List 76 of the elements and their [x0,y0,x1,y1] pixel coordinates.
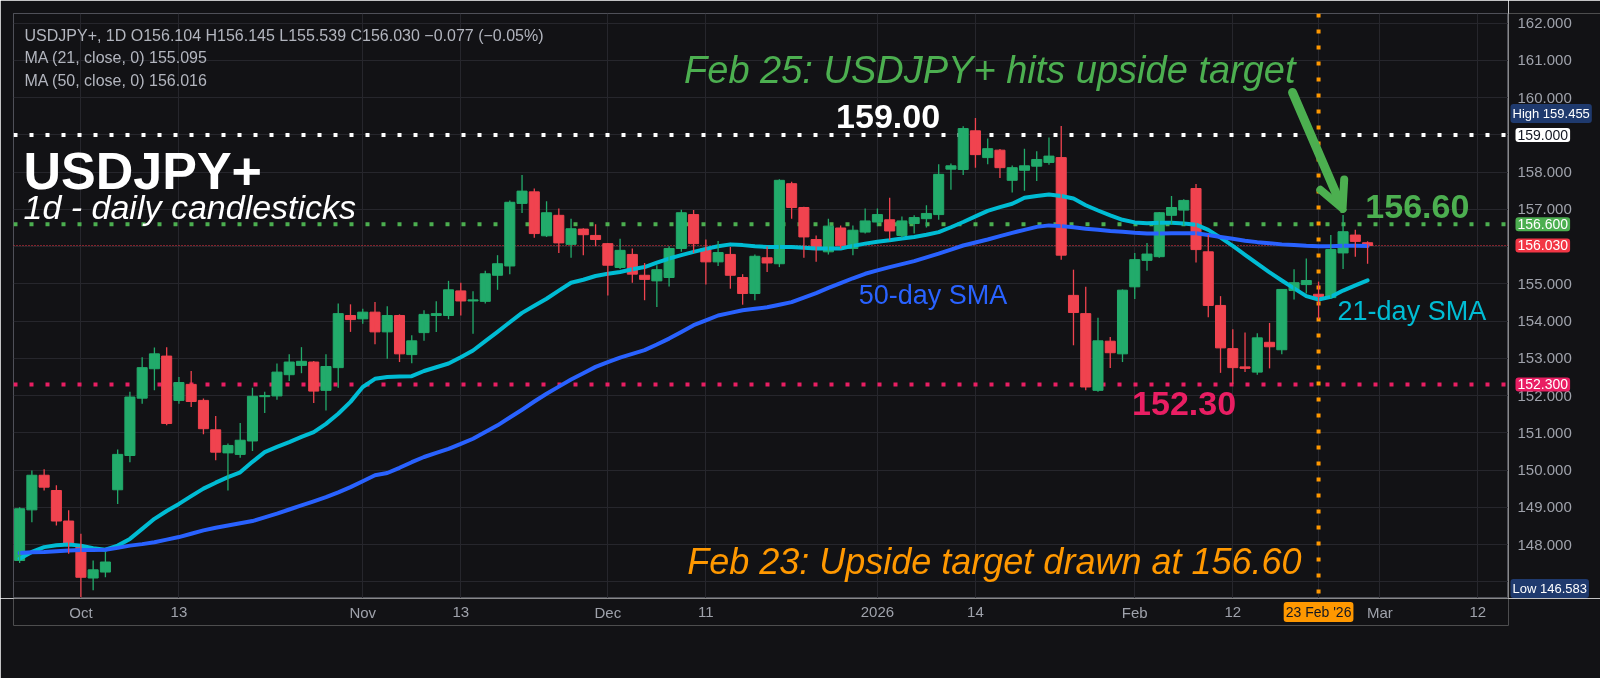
x-tick-label: Feb [1121,603,1148,621]
x-tick-label: 14 [967,603,984,620]
candlestick [639,262,651,301]
y-tick-label: 149.000 [1517,498,1572,516]
series-label: 50-day SMA [858,280,1008,311]
x-tick-label: Oct [69,603,94,621]
candlestick [344,303,357,333]
candlestick [528,187,540,239]
annotation: MA (50, close, 0) 156.016 [24,71,207,89]
candlestick [1349,229,1361,258]
candlestick [565,218,577,259]
x-tick-label: 13 [452,603,470,620]
ref-line-label: 156.600 [1517,216,1569,233]
text: Low 146.583 [1512,581,1587,596]
annotation: 152.30 [1132,383,1237,422]
x-tick-label: 23 Feb '26 [1285,604,1352,620]
candlestick [688,209,700,254]
candlestick [835,224,847,250]
candlestick [173,376,185,405]
candlestick [541,200,553,238]
y-tick-label: 155.000 [1517,274,1572,292]
y-tick-label: 162.000 [1517,14,1572,32]
series-label: 21-day SMA [1337,296,1487,327]
candlestick [749,253,761,301]
annotation: Feb 25: USDJPY+ hits upside target [684,48,1297,91]
candlestick [761,245,773,273]
y-tick-label: 160.000 [1517,88,1572,106]
candlestick [602,242,614,297]
y-tick-label: 150.000 [1517,461,1572,479]
y-tick-label: 154.000 [1517,312,1572,330]
annotation: MA (21, close, 0) 155.095 [24,49,207,66]
y-tick-label: 151.000 [1517,423,1572,441]
y-tick-label: 158.000 [1517,163,1572,181]
y-tick-label: 157.000 [1517,200,1572,218]
candlestick [982,137,994,165]
candlestick [381,305,393,360]
candlestick [577,227,589,256]
annotation: USDJPY+, 1D O156.104 H156.145 L155.539 C156.030 −0.077 (−0.05%) [24,26,544,44]
candlestick [161,346,173,426]
candlestick [590,223,602,247]
candlestick [369,301,381,345]
candlestick [884,197,896,241]
x-tick-label: Nov [349,603,377,621]
annotation: 159.00 [836,97,941,136]
annotation: 156.60 [1365,186,1470,225]
candlestick [1251,332,1263,376]
x-tick-label: 12 [1224,603,1242,620]
candlestick [1067,269,1079,346]
y-tick-label: 148.000 [1517,535,1572,553]
candlestick [614,238,626,270]
x-tick-label: 12 [1469,603,1487,620]
ref-line-label: 156.030 [1517,237,1569,254]
candlestick [1092,317,1104,393]
candlestick [308,360,320,404]
x-tick-label: 2026 [860,603,895,620]
ref-line-label: 159.000 [1517,126,1569,143]
candlestick [455,282,467,317]
y-tick-label: 153.000 [1517,349,1572,367]
x-tick-label: 11 [698,603,714,620]
candlestick [38,468,50,492]
candlestick [553,207,565,254]
x-tick-label: 13 [170,603,188,620]
text: High 159.455 [1512,106,1590,121]
candlestick [406,334,418,364]
candlestick [724,246,736,290]
y-tick-label: 161.000 [1517,51,1572,69]
x-tick-label: Dec [594,603,622,621]
candlestick [210,415,222,461]
candlestick [393,313,406,363]
candlestick [737,273,749,306]
x-tick-label: Mar [1366,603,1393,621]
candlestick [1116,288,1129,363]
candlestick [969,117,981,169]
candlestick [1080,286,1092,391]
candlestick [712,240,724,267]
annotation: Feb 23: Upside target drawn at 156.60 [687,541,1302,582]
